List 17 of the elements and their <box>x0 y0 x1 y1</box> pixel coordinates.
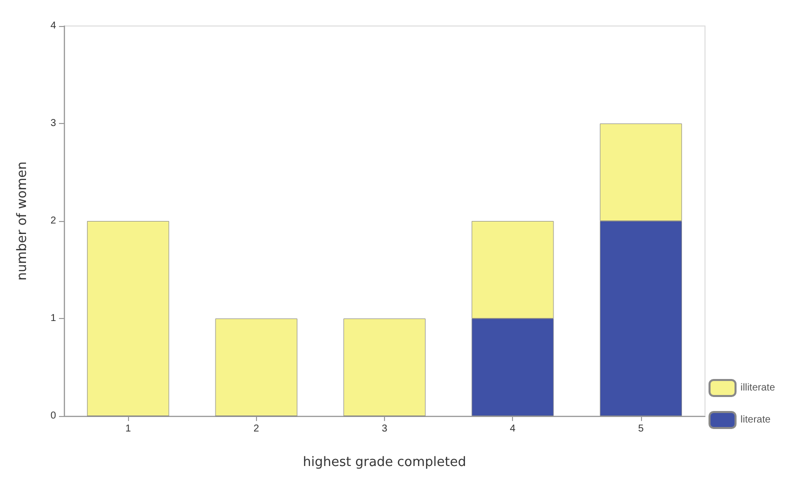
y-axis-title: number of women <box>15 161 30 281</box>
bar <box>343 318 426 416</box>
y-tick-label: 1 <box>50 313 56 324</box>
y-tick-label: 4 <box>50 20 56 32</box>
legend-label: illiterate <box>740 382 776 394</box>
x-tick-label: 1 <box>125 424 132 434</box>
legend-label: literate <box>740 414 771 426</box>
bar <box>215 318 298 416</box>
x-tick-label: 5 <box>638 424 644 434</box>
y-tick-label: 0 <box>50 410 56 422</box>
y-tick-label: 2 <box>50 216 56 226</box>
x-tick-label: 2 <box>254 424 260 434</box>
x-tick-label: 4 <box>510 424 516 434</box>
bar <box>87 221 170 416</box>
y-tick-label: 3 <box>50 118 56 129</box>
x-tick-label: 3 <box>382 424 388 434</box>
x-axis-title: highest grade completed <box>302 455 466 470</box>
